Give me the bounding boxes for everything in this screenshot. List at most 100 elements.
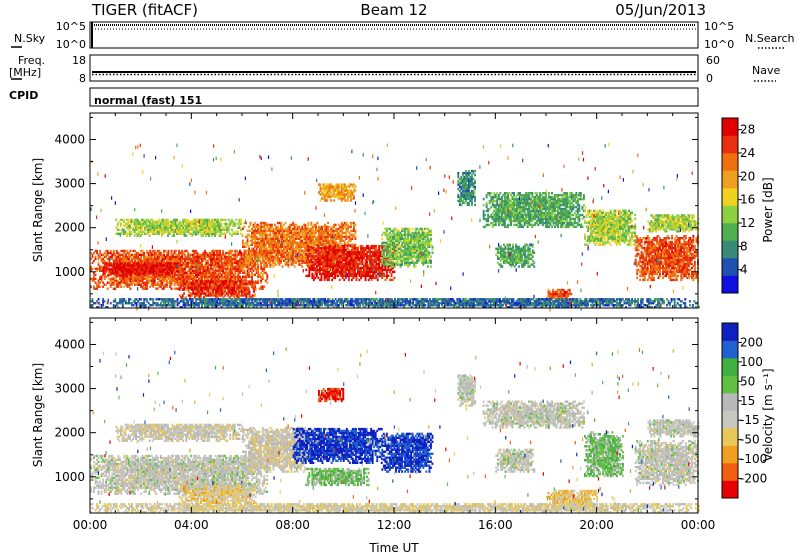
echo-cell bbox=[311, 268, 314, 272]
echo-cell bbox=[242, 257, 244, 261]
echo-cell bbox=[322, 252, 324, 256]
echo-cell bbox=[174, 220, 177, 223]
echo-cell bbox=[118, 275, 121, 278]
echo-cell bbox=[304, 227, 307, 231]
echo-cell bbox=[173, 218, 175, 222]
echo-cell bbox=[337, 259, 340, 262]
echo-cell bbox=[360, 260, 362, 264]
echo-cell bbox=[264, 271, 267, 274]
echo-cell bbox=[123, 264, 126, 267]
echo-cell bbox=[217, 267, 220, 270]
echo-cell bbox=[387, 274, 390, 278]
echo-cell bbox=[186, 280, 189, 283]
echo-cell bbox=[128, 261, 130, 265]
echo-cell bbox=[117, 255, 120, 259]
echo-cell bbox=[189, 228, 192, 231]
echo-cell bbox=[331, 233, 334, 237]
echo-cell bbox=[158, 283, 161, 286]
echo-cell bbox=[363, 274, 365, 278]
echo-cell bbox=[126, 285, 129, 288]
echo-cell bbox=[243, 259, 246, 263]
echo-cell bbox=[320, 256, 323, 260]
echo-cell bbox=[307, 237, 310, 240]
echo-cell bbox=[210, 280, 213, 283]
echo-cell bbox=[152, 285, 155, 288]
echo-cell bbox=[252, 281, 255, 284]
echo-cell bbox=[185, 230, 188, 233]
echo-cell bbox=[225, 284, 228, 287]
echo-cell bbox=[346, 241, 349, 244]
echo-cell bbox=[277, 257, 279, 260]
echo-cell bbox=[102, 266, 105, 269]
echo-cell bbox=[244, 280, 246, 283]
echo-cell bbox=[354, 252, 356, 256]
echo-cell bbox=[352, 256, 355, 260]
echo-cell bbox=[217, 218, 220, 222]
echo-cell bbox=[290, 261, 293, 264]
echo-cell bbox=[330, 233, 333, 237]
echo-cell bbox=[214, 253, 217, 257]
echo-cell bbox=[204, 263, 206, 267]
echo-cell bbox=[178, 265, 181, 268]
echo-cell bbox=[156, 259, 159, 263]
echo-cell bbox=[156, 275, 159, 278]
echo-cell bbox=[219, 286, 222, 289]
echo-cell bbox=[275, 249, 278, 252]
echo-cell bbox=[354, 237, 357, 240]
echo-cell bbox=[255, 251, 258, 255]
echo-cell bbox=[161, 287, 164, 290]
echo-cell bbox=[159, 279, 162, 282]
echo-cell bbox=[295, 253, 298, 256]
echo-cell bbox=[172, 269, 174, 272]
echo-cell bbox=[344, 274, 347, 278]
echo-cell bbox=[254, 257, 257, 261]
echo-cell bbox=[308, 248, 311, 252]
echo-cell bbox=[238, 226, 241, 229]
echo-cell bbox=[311, 274, 314, 278]
echo-cell bbox=[234, 265, 237, 268]
echo-cell bbox=[260, 261, 263, 265]
echo-cell bbox=[261, 285, 264, 288]
echo-cell bbox=[264, 229, 267, 233]
echo-cell bbox=[280, 251, 282, 254]
echo-cell bbox=[327, 231, 329, 235]
echo-cell bbox=[349, 239, 352, 242]
echo-cell bbox=[366, 264, 368, 268]
echo-cell bbox=[121, 275, 124, 278]
echo-cell bbox=[204, 288, 207, 291]
echo-cell bbox=[307, 251, 310, 254]
echo-cell bbox=[93, 285, 95, 288]
echo-cell bbox=[350, 278, 353, 282]
echo-cell bbox=[90, 277, 92, 280]
echo-cell bbox=[197, 257, 200, 261]
echo-cell bbox=[203, 228, 206, 231]
echo-cell bbox=[261, 225, 264, 229]
echo-cell bbox=[154, 232, 157, 235]
echo-cell bbox=[233, 284, 236, 287]
echo-cell bbox=[353, 229, 355, 233]
echo-cell bbox=[212, 218, 215, 222]
echo-cell bbox=[246, 243, 249, 246]
echo-cell bbox=[182, 275, 185, 278]
echo-cell bbox=[209, 228, 212, 231]
echo-cell bbox=[97, 257, 100, 261]
echo-cell bbox=[249, 261, 252, 265]
echo-cell bbox=[289, 225, 291, 229]
echo-cell bbox=[128, 272, 131, 275]
echo-cell bbox=[189, 282, 192, 285]
echo-cell bbox=[263, 227, 266, 231]
echo-cell bbox=[286, 239, 288, 242]
echo-cell bbox=[321, 227, 323, 231]
echo-cell bbox=[260, 247, 263, 250]
echo-cell bbox=[221, 290, 224, 293]
echo-cell bbox=[267, 237, 270, 240]
echo-cell bbox=[158, 251, 161, 255]
echo-cell bbox=[299, 237, 302, 240]
echo-cell bbox=[364, 278, 367, 282]
echo-cell bbox=[153, 249, 156, 253]
echo-cell bbox=[322, 243, 325, 246]
echo-cell bbox=[349, 221, 352, 225]
echo-cell bbox=[208, 251, 211, 255]
echo-cell bbox=[132, 279, 135, 282]
echo-cell bbox=[242, 280, 245, 283]
